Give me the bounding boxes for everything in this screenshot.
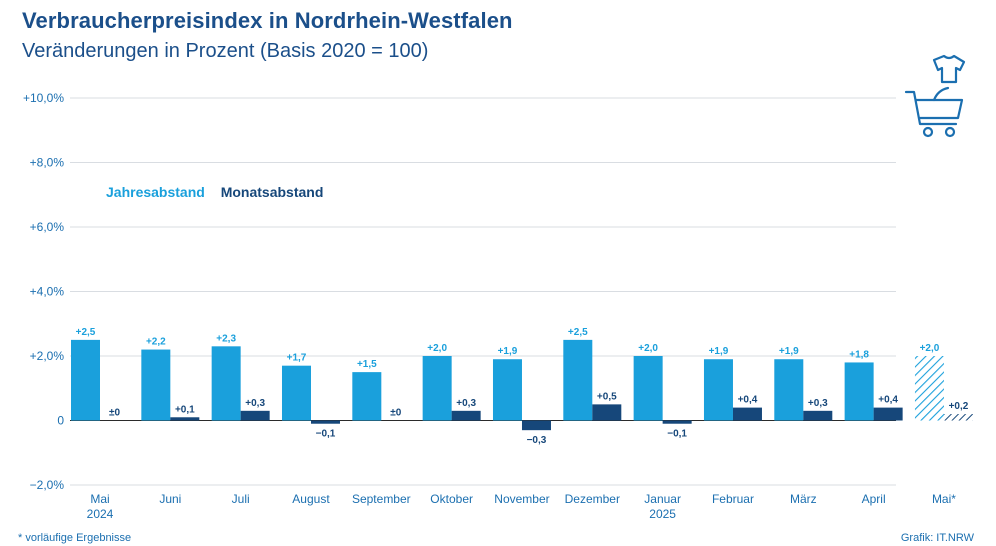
- bar-jahresabstand: [492, 359, 522, 421]
- bar-jahresabstand: [422, 356, 452, 421]
- data-label-monatsabstand: ±0: [390, 408, 401, 419]
- bar-monatsabstand: [310, 420, 340, 424]
- data-label-jahresabstand: +1,5: [357, 359, 377, 370]
- shopping-cart-with-clothes-icon: [904, 54, 966, 138]
- y-tick-label: +10,0%: [23, 91, 64, 105]
- y-tick-label: 0: [57, 414, 64, 428]
- x-category-label: April: [862, 492, 886, 506]
- data-label-jahresabstand: +2,5: [568, 327, 588, 338]
- data-label-monatsabstand: +0,3: [245, 398, 265, 409]
- x-category-label: Januar: [644, 492, 681, 506]
- x-category-label: Mai: [90, 492, 109, 506]
- x-category-label: März: [790, 492, 817, 506]
- bar-monatsabstand: [943, 414, 973, 421]
- y-tick-label: +6,0%: [30, 220, 65, 234]
- bar-jahresabstand: [141, 349, 171, 421]
- x-category-label: Juli: [232, 492, 250, 506]
- footnote: * vorläufige Ergebnisse: [18, 532, 132, 544]
- data-label-monatsabstand: +0,5: [597, 391, 617, 402]
- x-category-label: Oktober: [430, 492, 473, 506]
- data-label-jahresabstand: +1,7: [287, 353, 307, 364]
- data-label-monatsabstand: −0,3: [527, 435, 547, 446]
- bar-jahresabstand: [844, 362, 874, 421]
- legend: Jahresabstand Monatsabstand: [106, 184, 323, 200]
- y-tick-label: +2,0%: [30, 349, 65, 363]
- data-label-monatsabstand: +0,3: [456, 398, 476, 409]
- data-label-monatsabstand: ±0: [109, 408, 120, 419]
- legend-monatsabstand: Monatsabstand: [220, 184, 324, 200]
- bar-jahresabstand: [352, 372, 382, 421]
- data-label-jahresabstand: +2,0: [638, 343, 658, 354]
- chart-title: Verbraucherpreisindex in Nordrhein-Westf…: [22, 8, 513, 33]
- data-label-monatsabstand: −0,1: [316, 429, 336, 440]
- x-category-label: Mai*: [932, 492, 956, 506]
- x-category-label: August: [292, 492, 330, 506]
- bar-monatsabstand: [521, 420, 551, 431]
- source-credit: Grafik: IT.NRW: [900, 532, 974, 544]
- data-label-jahresabstand: +1,9: [498, 346, 518, 357]
- x-category-label: 2025: [649, 507, 676, 521]
- bar-monatsabstand: [240, 410, 270, 421]
- bar-jahresabstand: [71, 339, 100, 421]
- data-label-jahresabstand: +2,2: [146, 337, 166, 348]
- bar-jahresabstand: [774, 359, 804, 421]
- legend-jahresabstand: Jahresabstand: [106, 184, 205, 200]
- data-label-monatsabstand: +0,1: [175, 404, 195, 415]
- y-tick-label: +4,0%: [30, 285, 65, 299]
- bar-monatsabstand: [451, 410, 481, 421]
- data-label-jahresabstand: +2,3: [216, 333, 236, 344]
- bar-jahresabstand: [211, 346, 241, 421]
- x-category-label: Februar: [712, 492, 754, 506]
- data-label-monatsabstand: +0,2: [949, 401, 969, 412]
- data-label-monatsabstand: +0,4: [878, 395, 898, 406]
- bar-monatsabstand: [873, 407, 903, 421]
- bar-jahresabstand: [914, 356, 944, 421]
- data-label-monatsabstand: −0,1: [667, 429, 687, 440]
- bar-jahresabstand: [633, 356, 663, 421]
- bar-monatsabstand: [662, 420, 692, 424]
- data-label-jahresabstand: +2,0: [427, 343, 447, 354]
- bar-monatsabstand: [803, 410, 833, 421]
- data-label-jahresabstand: +2,0: [920, 343, 940, 354]
- bar-jahresabstand: [703, 359, 733, 421]
- data-label-jahresabstand: +1,9: [709, 346, 729, 357]
- x-category-label: 2024: [87, 507, 114, 521]
- bar-jahresabstand: [563, 339, 593, 421]
- x-category-label: November: [494, 492, 549, 506]
- data-label-monatsabstand: +0,3: [808, 398, 828, 409]
- bar-jahresabstand: [281, 365, 311, 421]
- data-label-jahresabstand: +2,5: [76, 327, 96, 338]
- data-label-jahresabstand: +1,9: [779, 346, 799, 357]
- bar-monatsabstand: [170, 417, 200, 421]
- x-category-label: Juni: [159, 492, 181, 506]
- x-category-label: September: [352, 492, 411, 506]
- bar-monatsabstand: [592, 404, 622, 421]
- data-label-monatsabstand: +0,4: [738, 395, 758, 406]
- y-tick-label: −2,0%: [30, 478, 65, 492]
- chart-subtitle: Veränderungen in Prozent (Basis 2020 = 1…: [22, 40, 429, 62]
- data-label-jahresabstand: +1,8: [849, 349, 869, 360]
- y-tick-label: +8,0%: [30, 156, 65, 170]
- bar-monatsabstand: [732, 407, 762, 421]
- x-category-label: Dezember: [565, 492, 620, 506]
